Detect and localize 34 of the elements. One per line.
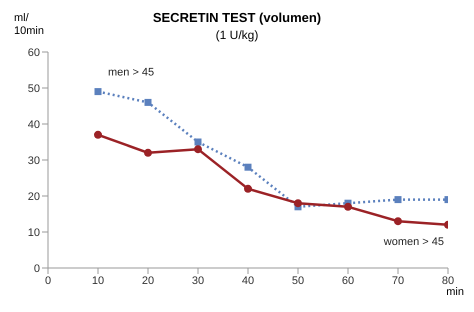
x-tick-label: 40 — [242, 274, 254, 287]
y-tick-label: 50 — [28, 82, 40, 95]
x-tick-label: 50 — [292, 274, 304, 287]
x-tick-label: 20 — [142, 274, 154, 287]
series-label: men > 45 — [108, 66, 154, 79]
x-tick-label: 10 — [92, 274, 104, 287]
point — [94, 88, 102, 96]
x-tick-label: 80 — [442, 274, 454, 287]
x-tick-label: 30 — [192, 274, 204, 287]
point — [144, 148, 152, 157]
point — [294, 199, 302, 208]
y-tick-label: 60 — [28, 46, 40, 59]
chart-subtitle: (1 U/kg) — [216, 28, 258, 42]
point — [194, 138, 202, 146]
y-tick-label: 20 — [28, 190, 40, 203]
point — [194, 145, 202, 154]
point — [244, 184, 252, 193]
series-label: women > 45 — [382, 236, 444, 248]
y-tick-label: 0 — [34, 262, 40, 275]
x-tick-label: 70 — [392, 274, 404, 287]
x-tick-label: 0 — [44, 274, 52, 287]
y-axis-title: ml/ 10min — [14, 12, 44, 38]
point — [394, 196, 402, 204]
point — [244, 164, 252, 171]
point — [144, 98, 152, 106]
chart-title: SECRETIN TEST (volumen) — [152, 10, 322, 25]
y-tick-label: 40 — [28, 118, 40, 131]
x-tick-label: 60 — [342, 274, 354, 287]
point — [94, 130, 102, 139]
y-tick-label: 10 — [28, 226, 40, 239]
y-tick-label: 30 — [28, 154, 40, 167]
point — [394, 217, 402, 226]
point — [344, 202, 352, 211]
x-axis-title: min — [446, 286, 464, 298]
